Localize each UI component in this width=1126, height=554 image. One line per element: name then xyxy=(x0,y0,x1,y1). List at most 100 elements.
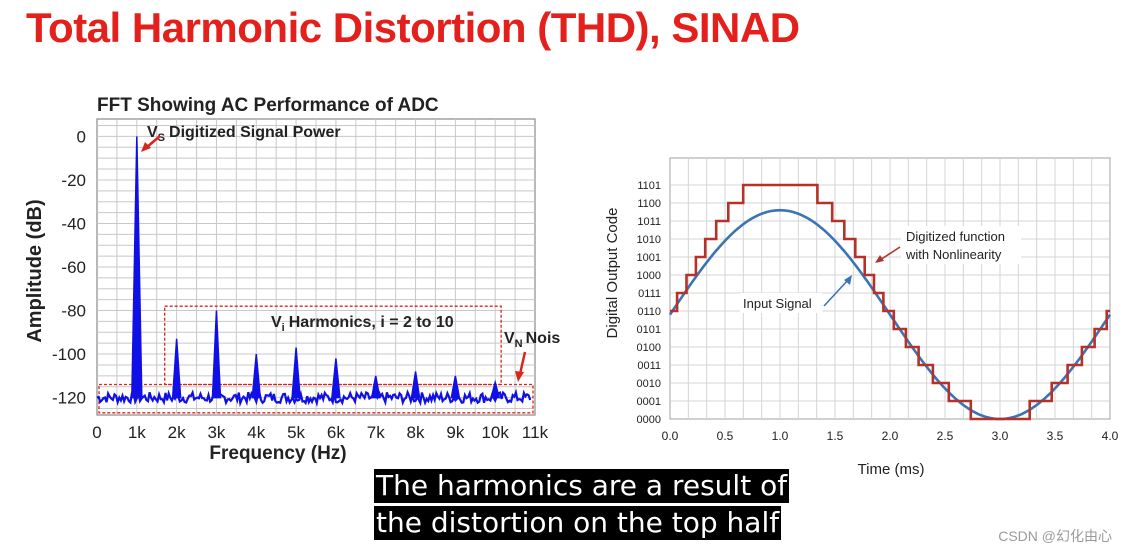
digitized-x-axis-label: Time (ms) xyxy=(858,461,925,478)
fft-y-tick-labels: 0 -20 -40 -60 -80 -100 -120 xyxy=(52,127,86,407)
digitized-y-tick: 0100 xyxy=(637,342,661,354)
signal-arrow xyxy=(146,135,161,148)
input-signal-label-text: Input Signal xyxy=(743,296,812,311)
fft-peak xyxy=(490,379,501,399)
fft-x-tick: 6k xyxy=(327,423,345,442)
signal-arrow-head xyxy=(141,142,151,152)
harmonics-annotation-text: Harmonics, i = 2 to 10 xyxy=(289,314,454,331)
digitized-y-tick: 1001 xyxy=(637,252,661,264)
digitized-x-tick: 1.5 xyxy=(827,429,844,443)
digitized-x-tick: 0.5 xyxy=(717,429,734,443)
digitized-y-tick-labels: 0000 0001 0010 0011 0100 0101 0110 0111 1000 1001… xyxy=(637,180,661,426)
noise-annotation-text: Noise xyxy=(526,330,560,347)
subtitle-caption-line2: the distortion on the top half xyxy=(374,506,782,540)
fft-x-tick: 0 xyxy=(92,423,101,442)
digitized-chart: 0000 0001 0010 0011 0100 0101 0110 0111 1000 1001… xyxy=(604,157,1119,478)
digitized-label-line1: Digitized function xyxy=(906,229,1005,244)
fft-peak xyxy=(450,375,461,399)
input-signal-label: Input Signal xyxy=(740,275,852,313)
slide-title: Total Harmonic Distortion (THD), SINAD xyxy=(26,4,800,51)
subtitle-caption-line1: The harmonics are a result of xyxy=(374,469,790,503)
signal-symbol: V xyxy=(147,124,158,141)
digitized-staircase xyxy=(670,183,1110,421)
harmonics-box xyxy=(164,305,502,386)
fft-x-tick: 4k xyxy=(247,423,265,442)
digitized-arrow-head xyxy=(875,255,884,263)
fft-peak xyxy=(410,371,421,399)
fft-peak xyxy=(251,353,262,399)
digitized-x-tick: 2.5 xyxy=(937,429,954,443)
fft-y-axis-label: Amplitude (dB) xyxy=(24,199,46,342)
fft-x-tick: 7k xyxy=(367,423,385,442)
fft-y-tick: -40 xyxy=(61,214,86,233)
fft-x-tick: 9k xyxy=(446,423,464,442)
fft-peak xyxy=(211,310,222,399)
fft-peak xyxy=(131,136,143,399)
fft-y-tick: 0 xyxy=(77,127,86,146)
digitized-y-tick: 1101 xyxy=(637,180,661,192)
noise-subscript: N xyxy=(515,338,523,350)
fft-y-tick: -80 xyxy=(61,302,86,321)
svg-text:VNNoise: VNNoise xyxy=(504,330,560,350)
fft-x-tick: 8k xyxy=(407,423,425,442)
noise-arrow-head xyxy=(515,371,524,382)
fft-x-tick: 10k xyxy=(481,423,509,442)
fft-x-tick: 2k xyxy=(168,423,186,442)
digitized-y-tick: 0011 xyxy=(637,360,661,372)
fft-y-tick: -120 xyxy=(52,389,86,408)
input-signal-curve xyxy=(668,208,1112,421)
fft-peak xyxy=(331,358,341,399)
digitized-y-tick: 1000 xyxy=(637,270,661,282)
signal-annotation: VS Digitized Signal Power xyxy=(141,124,341,152)
input-signal-arrow-head xyxy=(844,275,852,285)
input-signal-arrow xyxy=(823,279,849,307)
signal-subscript: S xyxy=(158,132,165,144)
fft-peak xyxy=(171,338,182,399)
harmonics-annotation: Vi Harmonics, i = 2 to 10 xyxy=(271,314,454,334)
fft-x-tick: 1k xyxy=(128,423,146,442)
digitized-x-tick: 3.0 xyxy=(992,429,1009,443)
fft-y-tick: -60 xyxy=(61,258,86,277)
digitized-y-tick: 0010 xyxy=(637,378,661,390)
digitized-y-tick: 0001 xyxy=(637,396,661,408)
digitized-y-tick: 0111 xyxy=(638,288,661,300)
fft-peaks xyxy=(131,136,501,399)
signal-annotation-text: Digitized Signal Power xyxy=(169,124,341,141)
digitized-function-label: Digitized function with Nonlinearity xyxy=(875,226,1021,264)
fft-y-tick: -20 xyxy=(61,171,86,190)
fft-chart: FFT Showing AC Performance of ADC 0 -20 -4… xyxy=(24,95,560,464)
noise-symbol: V xyxy=(504,330,515,347)
fft-x-tick: 11k xyxy=(522,423,549,442)
noise-annotation: VNNoise xyxy=(504,330,560,382)
digitized-x-tick: 1.0 xyxy=(772,429,789,443)
digitized-y-axis-label: Digital Output Code xyxy=(604,208,621,339)
noise-arrow xyxy=(518,351,527,375)
digitized-y-tick: 0110 xyxy=(637,306,661,318)
harmonics-symbol: V xyxy=(271,314,282,331)
fft-peak xyxy=(291,347,301,399)
fft-y-tick: -100 xyxy=(52,345,86,364)
digitized-x-tick: 0.0 xyxy=(662,429,679,443)
harmonics-subscript: i xyxy=(282,322,285,334)
digitized-x-tick: 3.5 xyxy=(1047,429,1064,443)
digitized-y-tick: 1100 xyxy=(637,198,661,210)
fft-x-tick-labels: 0 1k 2k 3k 4k 5k 6k 7k 8k 9k 10k 11k xyxy=(92,423,548,442)
digitized-arrow xyxy=(879,246,901,261)
digitized-x-tick-labels: 0.0 0.5 1.0 1.5 2.0 2.5 3.0 3.5 4.0 xyxy=(662,429,1119,443)
fft-x-tick: 3k xyxy=(207,423,225,442)
digitized-y-tick: 1010 xyxy=(637,234,661,246)
fft-chart-title: FFT Showing AC Performance of ADC xyxy=(97,95,439,116)
fft-x-axis-label: Frequency (Hz) xyxy=(209,443,346,464)
digitized-label-line2: with Nonlinearity xyxy=(905,247,1002,262)
digitized-y-tick: 0000 xyxy=(637,414,661,426)
fft-x-tick: 5k xyxy=(287,423,305,442)
digitized-y-tick: 1011 xyxy=(637,216,661,228)
fft-peak xyxy=(370,375,381,399)
digitized-y-tick: 0101 xyxy=(637,324,661,336)
digitized-x-tick: 4.0 xyxy=(1102,429,1119,443)
watermark: CSDN @幻化由心 xyxy=(998,528,1112,544)
digitized-x-tick: 2.0 xyxy=(882,429,899,443)
fft-grid xyxy=(96,118,536,416)
digitized-grid xyxy=(669,157,1111,420)
